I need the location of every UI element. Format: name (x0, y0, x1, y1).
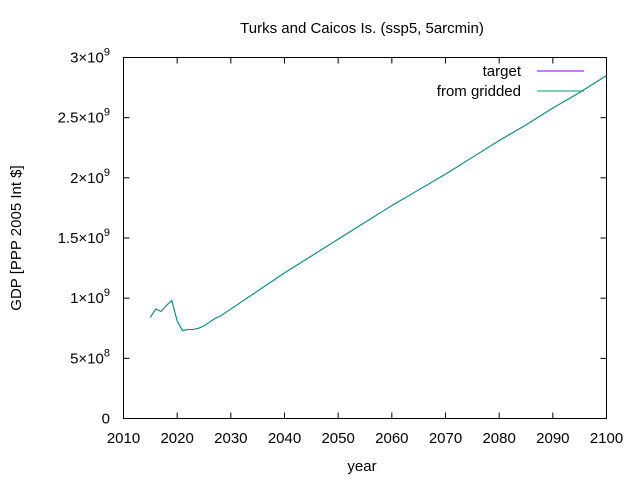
x-tick-label: 2090 (536, 430, 569, 447)
y-tick-exponent: 9 (104, 107, 110, 119)
y-tick-mantissa: 1×10 (70, 290, 104, 307)
x-axis: 2010 2020 2030 2040 2050 2060 2070 2080 2090 2100 (107, 57, 623, 447)
x-tick-label: 2030 (214, 430, 247, 447)
x-axis-label: year (347, 458, 376, 475)
y-tick-label: 2.5×109 (58, 107, 110, 127)
x-tick-label: 2050 (321, 430, 354, 447)
legend-label: target (483, 63, 522, 80)
x-tick-label: 2040 (268, 430, 301, 447)
x-tick-label: 2010 (107, 430, 140, 447)
x-tick-label: 2070 (429, 430, 462, 447)
x-tick-label: 2060 (375, 430, 408, 447)
y-tick-mantissa: 3×10 (70, 50, 104, 67)
series-line-0 (149, 75, 607, 332)
chart-title: Turks and Caicos Is. (ssp5, 5arcmin) (240, 20, 484, 37)
y-tick-mantissa: 2×10 (70, 170, 104, 187)
y-tick-exponent: 8 (104, 347, 110, 359)
x-tick-label: 2020 (160, 430, 193, 447)
y-tick-mantissa: 1.5×10 (58, 230, 104, 247)
y-tick-mantissa: 2.5×10 (58, 110, 104, 127)
y-tick-exponent: 9 (104, 227, 110, 239)
y-tick-label: 1.5×109 (58, 227, 110, 247)
plot-frame (123, 57, 607, 419)
y-tick-exponent: 9 (104, 47, 110, 59)
y-tick-exponent: 9 (104, 287, 110, 299)
y-tick-label: 5×108 (70, 347, 110, 367)
y-axis-label: GDP [PPP 2005 Int $] (8, 165, 25, 310)
y-tick-mantissa: 5×10 (70, 350, 104, 367)
y-tick-label: 3×109 (70, 47, 110, 67)
y-tick-label: 2×109 (70, 167, 110, 187)
x-tick-label: 2080 (482, 430, 515, 447)
series-line-1 (149, 75, 607, 332)
legend: target from gridded (437, 63, 584, 100)
y-tick-label: 1×109 (70, 287, 110, 307)
x-tick-label: 2100 (590, 430, 623, 447)
y-tick-exponent: 9 (104, 167, 110, 179)
series-layer (149, 75, 607, 332)
legend-label: from gridded (437, 83, 521, 100)
y-tick-mantissa: 0 (102, 411, 110, 428)
y-tick-label: 0 (102, 411, 110, 428)
